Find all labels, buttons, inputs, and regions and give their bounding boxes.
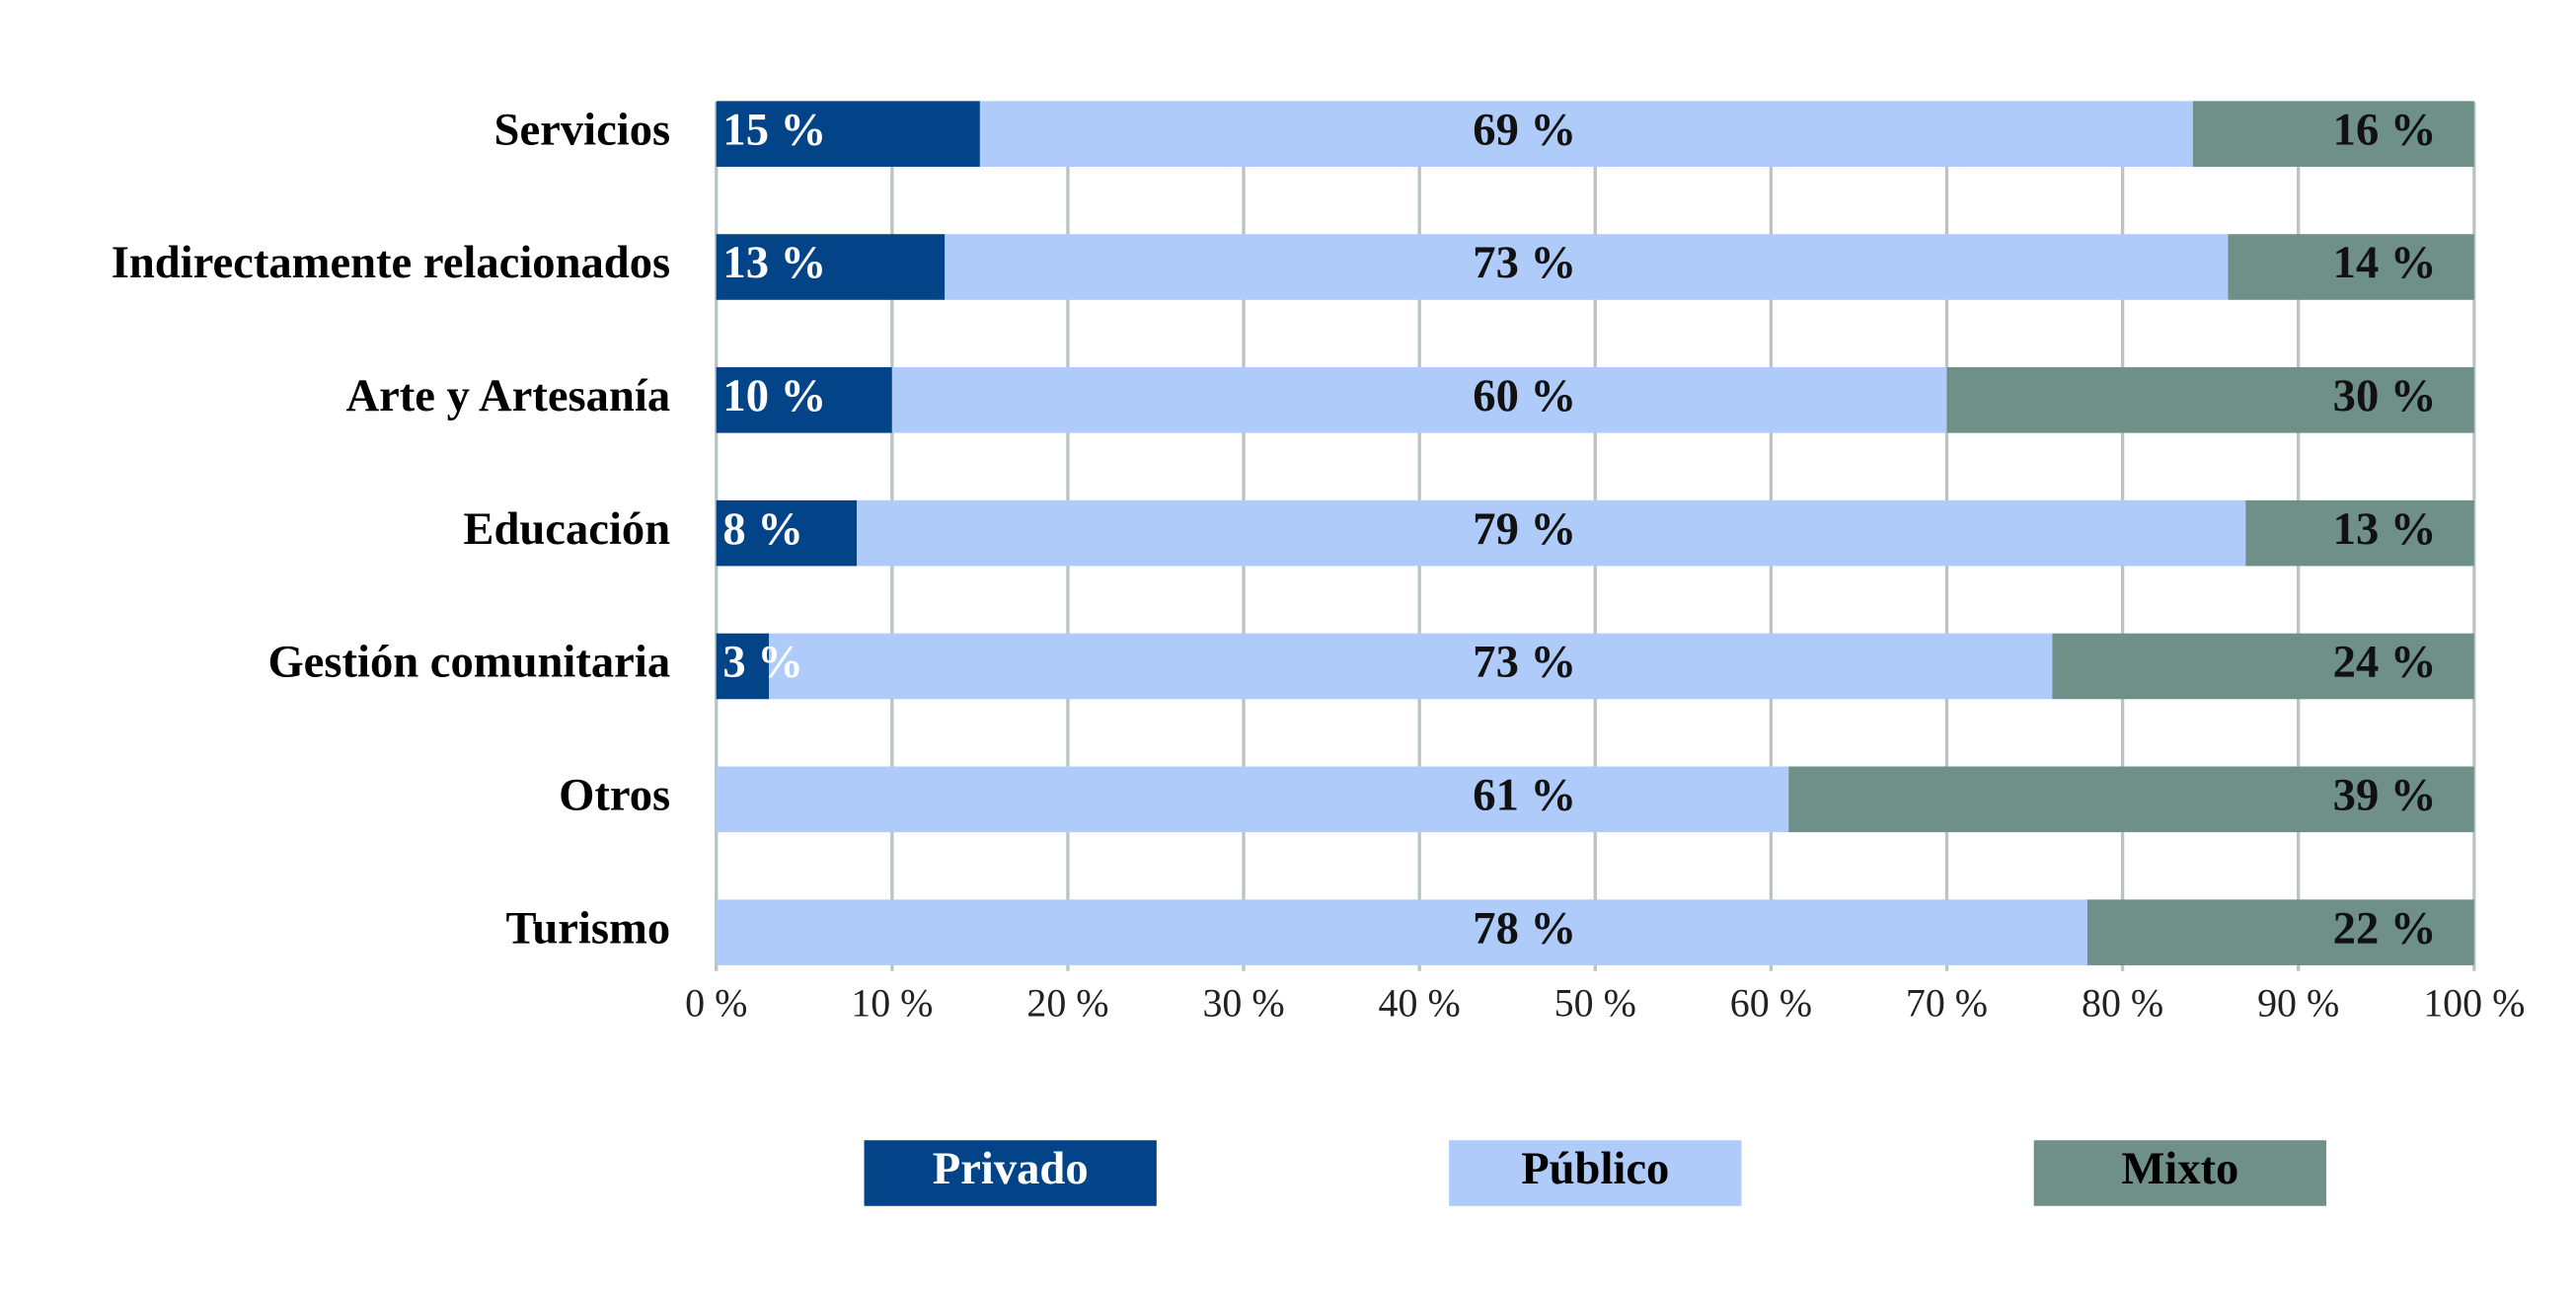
legend-label: Público [1521, 1143, 1669, 1194]
bar-segment [716, 367, 892, 433]
bar-segment [716, 899, 2087, 965]
legend-label: Mixto [2121, 1143, 2238, 1194]
bar-segment [716, 101, 980, 167]
category-label: Gestión comunitaria [267, 637, 670, 688]
category-label: Arte y Artesanía [345, 370, 670, 421]
value-label: 73 % [1473, 637, 1576, 688]
bar-segment [891, 367, 1947, 433]
x-tick-label: 10 % [851, 981, 933, 1026]
value-label: 16 % [2333, 104, 2437, 155]
value-label: 78 % [1473, 902, 1576, 954]
bar-segment [716, 766, 1789, 833]
value-label: 39 % [2333, 769, 2437, 820]
bar-segment [945, 234, 2229, 300]
legend-swatch [1449, 1140, 1742, 1206]
legend-swatch [2033, 1140, 2326, 1206]
bar-segment [1946, 367, 2474, 433]
bar-segment [2052, 633, 2474, 700]
category-label: Educación [463, 503, 670, 555]
bar-segment [2245, 499, 2474, 567]
x-tick-label: 70 % [1906, 981, 1988, 1026]
value-label: 61 % [1473, 769, 1576, 820]
value-label: 22 % [2333, 902, 2437, 954]
value-label: 13 % [2333, 503, 2437, 555]
x-tick-label: 30 % [1202, 981, 1284, 1026]
x-tick-label: 90 % [2257, 981, 2339, 1026]
bar-segment [716, 499, 858, 567]
value-label: 3 % [722, 637, 803, 688]
bar-segment [2228, 234, 2474, 300]
value-label: 60 % [1473, 370, 1576, 421]
x-tick-label: 0 % [685, 981, 747, 1026]
value-label: 24 % [2333, 637, 2437, 688]
value-label: 15 % [722, 104, 826, 155]
value-label: 30 % [2333, 370, 2437, 421]
value-label: 73 % [1473, 237, 1576, 288]
bar-segment [716, 234, 946, 300]
category-label: Turismo [506, 902, 671, 954]
bar-segment [2086, 899, 2474, 965]
value-label: 79 % [1473, 503, 1576, 555]
bar-segment [716, 633, 770, 700]
value-label: 10 % [722, 370, 826, 421]
bar-segment [857, 499, 2246, 567]
x-tick-label: 60 % [1730, 981, 1812, 1026]
bar-segment [2192, 101, 2474, 167]
bar-segment [979, 101, 2193, 167]
x-tick-label: 100 % [2423, 981, 2525, 1026]
category-label: Otros [559, 769, 670, 820]
bar-segment [769, 633, 2053, 700]
x-tick-label: 40 % [1379, 981, 1461, 1026]
value-label: 13 % [722, 237, 826, 288]
legend-label: Privado [933, 1143, 1089, 1194]
x-tick-label: 80 % [2082, 981, 2163, 1026]
x-tick-label: 20 % [1026, 981, 1108, 1026]
value-label: 14 % [2333, 237, 2437, 288]
value-label: 69 % [1473, 104, 1576, 155]
bar-segment [1788, 766, 2474, 833]
value-label: 8 % [722, 503, 803, 555]
category-label: Servicios [494, 104, 671, 155]
x-tick-label: 50 % [1554, 981, 1636, 1026]
category-label: Indirectamente relacionados [112, 237, 670, 288]
legend-swatch [864, 1140, 1157, 1206]
